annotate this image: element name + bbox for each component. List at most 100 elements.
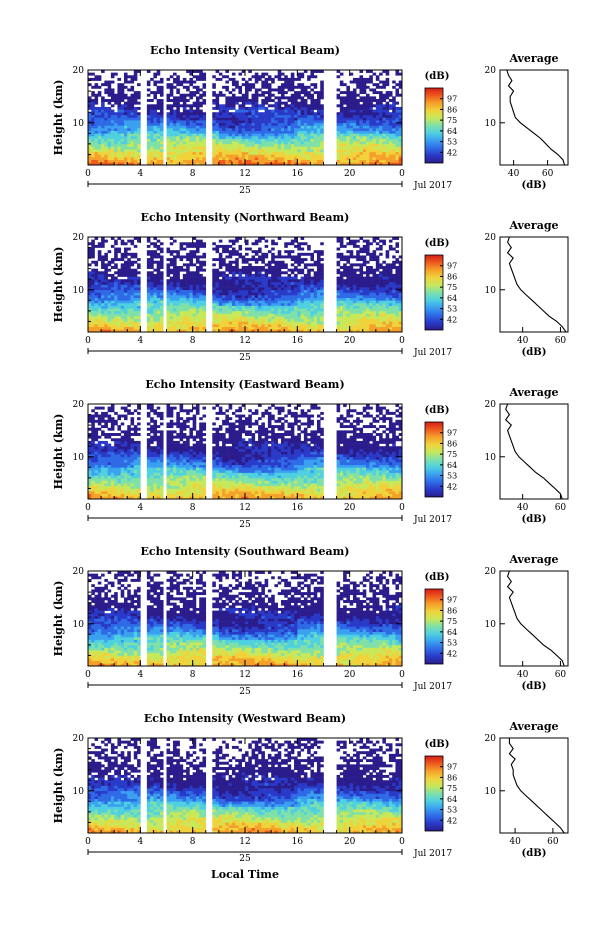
heatmap-cell xyxy=(310,268,314,272)
heatmap-cell xyxy=(320,250,324,254)
heatmap-cell xyxy=(294,96,298,100)
heatmap-cell xyxy=(271,266,275,269)
heatmap-cell xyxy=(316,281,321,285)
heatmap-cell xyxy=(366,250,370,254)
heatmap-cell xyxy=(352,117,357,121)
heatmap-cell xyxy=(146,149,151,153)
heatmap-cell xyxy=(320,125,324,129)
heatmap-cell xyxy=(189,91,193,95)
heatmap-cell xyxy=(395,154,400,158)
heatmap-cell xyxy=(225,75,229,79)
heatmap-cell xyxy=(150,141,154,145)
heatmap-cell xyxy=(107,149,112,153)
heatmap-cell xyxy=(392,130,396,134)
heatmap-cell xyxy=(297,289,301,293)
heatmap-cell xyxy=(310,316,314,320)
heatmap-cell xyxy=(176,329,180,333)
heatmap-cell xyxy=(199,308,203,312)
heatmap-cell xyxy=(339,310,344,314)
heatmap-cell xyxy=(254,157,259,161)
heatmap-cell xyxy=(218,302,223,306)
heatmap-cell xyxy=(150,77,154,81)
heatmap-cell xyxy=(382,112,386,116)
heatmap-cell xyxy=(366,295,370,298)
heatmap-cell xyxy=(123,93,128,97)
heatmap-cell xyxy=(320,114,324,118)
heatmap-cell xyxy=(110,287,115,291)
heatmap-cell xyxy=(110,266,115,269)
heatmap-cell xyxy=(123,316,128,320)
heatmap-cell xyxy=(192,146,197,150)
heatmap-cell xyxy=(215,154,220,158)
heatmap-cell xyxy=(241,321,246,325)
heatmap-cell xyxy=(228,308,233,312)
heatmap-cell xyxy=(359,316,364,320)
heatmap-cell xyxy=(238,273,243,277)
heatmap-cell xyxy=(388,99,393,102)
heatmap-cell xyxy=(294,318,298,322)
heatmap-cell xyxy=(349,252,354,256)
heatmap-cell xyxy=(169,88,174,92)
heatmap-cell xyxy=(166,297,171,301)
heatmap-cell xyxy=(169,130,174,134)
heatmap-cell xyxy=(137,258,141,262)
heatmap-cell xyxy=(173,321,177,325)
heatmap-cell xyxy=(362,310,367,314)
heatmap-cell xyxy=(166,326,171,330)
heatmap-cell xyxy=(235,284,239,288)
heatmap-cell xyxy=(264,324,269,328)
heatmap-cell xyxy=(120,326,125,330)
heatmap-cell xyxy=(379,141,383,145)
heatmap-cell xyxy=(146,266,151,269)
heatmap-cell xyxy=(398,146,403,150)
heatmap-cell xyxy=(228,151,233,155)
heatmap-cell xyxy=(173,305,177,309)
heatmap-cell xyxy=(251,93,256,97)
heatmap-cell xyxy=(225,101,229,105)
heatmap-cell xyxy=(245,138,249,142)
heatmap-cell xyxy=(346,329,350,333)
heatmap-cell xyxy=(261,281,265,285)
heatmap-cell xyxy=(248,295,252,298)
heatmap-cell xyxy=(310,130,314,134)
heatmap-cell xyxy=(133,122,138,126)
heatmap-cell xyxy=(369,297,373,301)
heatmap-cell xyxy=(336,130,341,134)
heatmap-cell xyxy=(245,273,249,277)
heatmap-cell xyxy=(241,297,246,301)
heatmap-cell xyxy=(192,289,197,293)
heatmap-cell xyxy=(235,302,239,306)
heatmap-cell xyxy=(218,252,223,256)
heatmap-cell xyxy=(189,255,193,259)
heatmap-cell xyxy=(388,120,393,124)
heatmap-cell xyxy=(362,77,367,81)
heatmap-cell xyxy=(218,159,223,163)
heatmap-cell xyxy=(231,72,236,76)
heatmap-cell xyxy=(120,300,125,304)
heatmap-cell xyxy=(166,273,171,277)
heatmap-cell xyxy=(267,276,272,280)
heatmap-cell xyxy=(120,91,125,95)
heatmap-cell xyxy=(212,120,216,124)
heatmap-cell xyxy=(339,109,344,113)
heatmap-cell xyxy=(150,117,154,121)
heatmap-cell xyxy=(310,117,314,121)
heatmap-cell xyxy=(307,318,311,322)
heatmap-cell xyxy=(166,159,171,163)
heatmap-cell xyxy=(339,141,344,145)
heatmap-cell xyxy=(127,260,131,264)
heatmap-cell xyxy=(156,141,161,145)
heatmap-cell xyxy=(290,329,295,333)
heatmap-cell xyxy=(369,133,373,137)
heatmap-cell xyxy=(241,135,246,139)
heatmap-cell xyxy=(166,321,171,325)
heatmap-cell xyxy=(107,318,112,322)
heatmap-cell xyxy=(264,135,269,139)
heatmap-cell xyxy=(254,250,259,254)
heatmap-cell xyxy=(91,287,95,291)
heatmap-cell xyxy=(349,308,354,312)
heatmap-cell xyxy=(343,162,347,166)
heatmap-cell xyxy=(104,310,108,314)
heatmap-cell xyxy=(366,77,370,81)
heatmap-cell xyxy=(91,276,95,280)
